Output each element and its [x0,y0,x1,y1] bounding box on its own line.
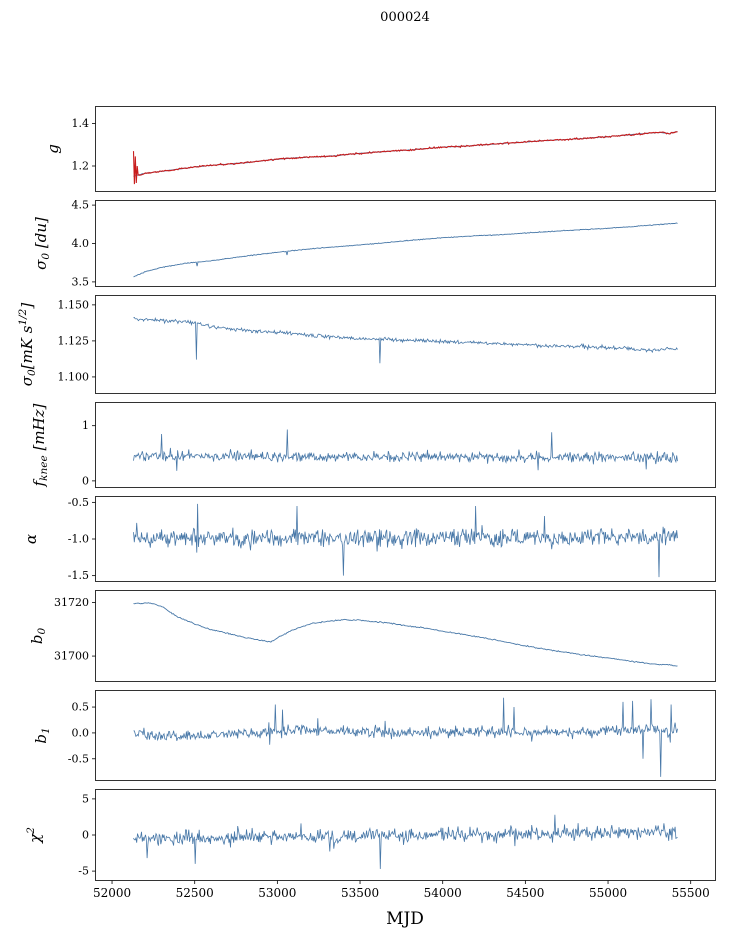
panel-sigma0-mK-plot: 1.100 1.125 1.150 σ0[mK s1/2] [17,295,716,394]
panel-sigma0-mK: 1.100 1.125 1.150 σ0[mK s1/2] [0,295,729,394]
x-tick-label: 53500 [341,886,379,900]
y-tick-label: 1.100 [58,370,90,383]
y-tick-label: 4.0 [72,237,90,250]
panel-frame [95,200,716,287]
series-alpha [133,503,678,578]
x-tick-label: 55500 [672,886,710,900]
panel-frame [95,402,716,488]
y-tick-label: -5 [78,865,89,878]
y-tick-label: 1.125 [58,334,90,347]
x-tick-label: 54000 [424,886,462,900]
y-tick-label: 3.5 [72,275,90,288]
series-fknee [133,429,678,471]
x-tick-label: 52500 [176,886,214,900]
y-tick-label: 1.150 [58,298,90,311]
y-tick-label: 1 [82,419,89,432]
x-tick-label: 53000 [258,886,296,900]
panel-alpha: -1.5 -1.0 -0.5 α [0,496,729,582]
panel-frame [95,106,716,192]
panel-fknee-plot: 0 1 fknee [mHz] [30,402,716,488]
y-tick-label: -0.5 [68,496,89,509]
panel-b0: 31700 31720 b0 [0,590,729,682]
panel-chi2-ylabel: χ2 [25,827,44,844]
x-tick-label: 54500 [506,886,544,900]
series-g-model [133,131,678,177]
y-tick-label: -1.0 [68,533,89,546]
x-tick-label: 52000 [93,886,131,900]
panel-alpha-ylabel: α [22,534,40,544]
panel-frame [95,590,716,682]
panel-fknee: 0 1 fknee [mHz] [0,402,729,488]
series-sigma0-mK [133,316,678,364]
y-tick-label: 4.5 [72,199,90,212]
panel-b0-ylabel: b0 [28,628,48,645]
panel-frame [95,295,716,394]
y-tick-label: -0.5 [68,752,89,765]
y-tick-label: 5 [82,792,89,805]
panel-chi2: -5 0 5 52000 52500 53000 53500 54000 54500 55000 5… [0,789,729,907]
panel-g-plot: 1.2 1.4 g [44,106,716,192]
series-b1 [133,697,678,777]
y-tick-label: 0.0 [72,726,90,739]
panels: 1.2 1.4 g 3.5 4.0 4.5 σ0 [du] 1.100 1.125 1.150 σ0… [0,106,729,907]
y-tick-label: 0 [82,829,89,842]
y-tick-label: -1.5 [68,569,89,582]
y-tick-label: 0 [82,474,89,487]
panel-sigma0-du: 3.5 4.0 4.5 σ0 [du] [0,199,729,288]
panel-b0-plot: 31700 31720 b0 [28,590,716,682]
panel-fknee-ylabel: fknee [mHz] [30,403,50,487]
panel-b1-plot: -0.5 0.0 0.5 b1 [32,690,716,781]
panel-b1: -0.5 0.0 0.5 b1 [0,690,729,781]
series-sigma0-du [133,222,678,278]
panel-g-ylabel: g [44,144,62,154]
panel-sigma0-mK-ylabel: σ0[mK s1/2] [17,303,38,387]
figure-title: 000024 [380,10,430,25]
panel-chi2-plot: -5 0 5 52000 52500 53000 53500 54000 54500 55000 5… [25,789,716,900]
series-chi2 [133,814,678,869]
y-tick-label: 1.4 [72,117,90,130]
panel-g: 1.2 1.4 g [0,106,729,192]
panel-frame [95,690,716,781]
y-tick-label: 1.2 [72,160,90,173]
series-b0 [133,602,678,667]
y-tick-label: 0.5 [72,701,90,714]
panel-sigma0-du-ylabel: σ0 [du] [32,217,52,270]
panel-sigma0-du-plot: 3.5 4.0 4.5 σ0 [du] [32,199,716,288]
series-g-data [132,131,678,185]
y-tick-label: 31720 [54,596,89,609]
panel-b1-ylabel: b1 [32,727,52,743]
x-axis-label: MJD [386,909,424,929]
y-tick-label: 31700 [54,650,89,663]
panel-alpha-plot: -1.5 -1.0 -0.5 α [22,496,716,582]
x-tick-label: 55000 [589,886,627,900]
